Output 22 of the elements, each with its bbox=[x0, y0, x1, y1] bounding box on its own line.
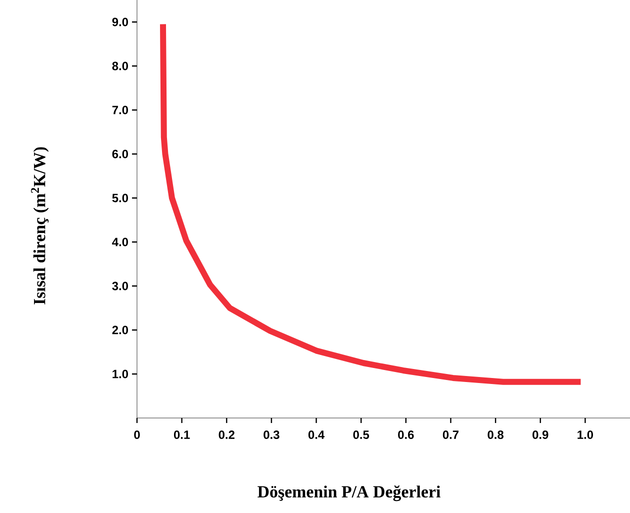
x-tick-label: 0.2 bbox=[218, 430, 234, 439]
x-tick-label: 0.9 bbox=[532, 430, 548, 439]
x-tick-label: 0.8 bbox=[488, 430, 504, 439]
y-tick-label: 2.0 bbox=[112, 326, 128, 334]
x-tick-label: 1.0 bbox=[578, 430, 594, 439]
x-axis-title: Döşemenin P/A Değerleri bbox=[258, 485, 440, 502]
x-tick-label: 0.5 bbox=[353, 430, 370, 439]
y-axis-title: Isısal direnç (m$^{2}$K/W) bbox=[31, 147, 49, 304]
y-tick-label: 3.0 bbox=[112, 282, 128, 290]
y-tick-label: 1.0 bbox=[112, 370, 128, 378]
y-tick-label: 5.0 bbox=[112, 194, 128, 202]
y-tick-label: 7.0 bbox=[112, 106, 128, 114]
x-tick-label: 0 bbox=[134, 430, 140, 439]
x-tick-label: 0.4 bbox=[308, 430, 325, 439]
x-tick-label: 0.1 bbox=[174, 430, 190, 439]
x-tick-label: 0.3 bbox=[264, 430, 280, 440]
y-tick-label: 4.0 bbox=[112, 238, 128, 246]
y-tick-label: 8.0 bbox=[112, 62, 128, 70]
x-tick-label: 0.7 bbox=[442, 430, 459, 439]
x-tick-label: 0.6 bbox=[398, 430, 414, 439]
y-tick-label: 6.0 bbox=[112, 150, 128, 158]
y-tick-label: 9.0 bbox=[112, 18, 128, 26]
